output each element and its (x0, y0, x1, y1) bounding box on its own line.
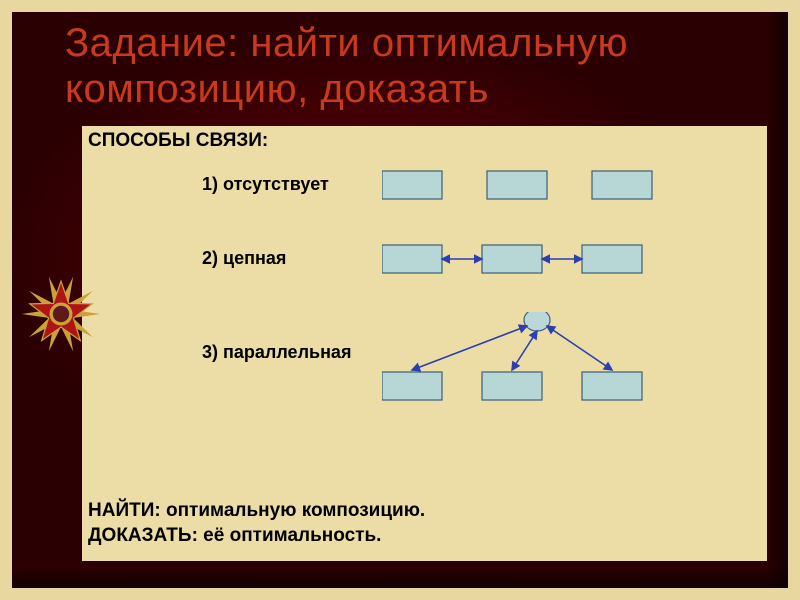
method-3-label: 3) параллельная (202, 342, 351, 363)
diagram-none (382, 168, 672, 204)
slide-frame: Задание: найти оптимальную композицию, д… (0, 0, 800, 600)
task-footer: НАЙТИ: оптимальную композицию. ДОКАЗАТЬ:… (88, 498, 425, 549)
vignette-right (766, 12, 788, 588)
footer-line-2: ДОКАЗАТЬ: её оптимальность. (88, 523, 425, 549)
method-2-label: 2) цепная (202, 248, 286, 269)
victory-order-icon (20, 273, 102, 355)
diagram-chain (382, 242, 672, 278)
diagram-parallel (382, 312, 672, 422)
slide-title: Задание: найти оптимальную композицию, д… (65, 20, 765, 112)
content-panel: СПОСОБЫ СВЯЗИ: 1) отсутствует 2) цепная … (82, 126, 767, 561)
vignette-bottom (12, 566, 788, 588)
footer-line-1: НАЙТИ: оптимальную композицию. (88, 498, 425, 524)
section-heading: СПОСОБЫ СВЯЗИ: (88, 130, 268, 152)
method-1-label: 1) отсутствует (202, 174, 329, 195)
